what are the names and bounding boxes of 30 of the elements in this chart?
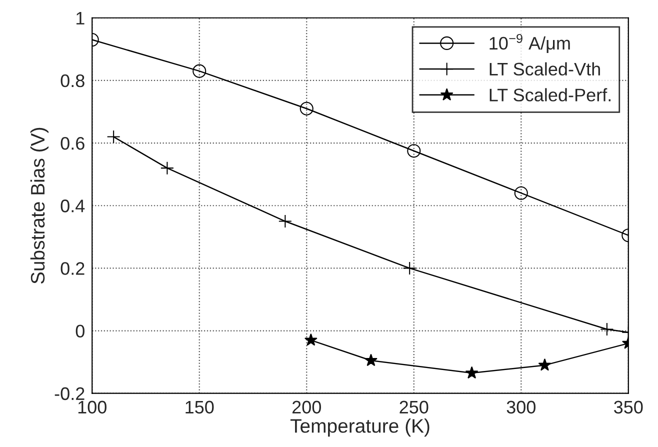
y-tick-label: 0	[76, 324, 84, 338]
y-tick-label: 0.6	[60, 136, 84, 150]
y-tick-label: -0.2	[54, 387, 84, 400]
point	[407, 144, 421, 158]
x-tick-label: 200	[292, 400, 321, 414]
x-tick-label: 300	[506, 400, 536, 414]
x-tick-label: 100	[78, 400, 106, 414]
point	[304, 333, 318, 346]
x-tick-label: 250	[400, 400, 428, 414]
y-tick-label: 0.4	[60, 200, 85, 212]
point	[538, 358, 552, 371]
y-axis-title: Substrate Bias (V)	[30, 128, 48, 284]
legend-label: LT Scaled-Perf.	[490, 88, 610, 102]
legend-label: 10$^{−9}$ A/μm	[490, 34, 570, 53]
x-tick-label: 350	[614, 400, 643, 414]
y-tick-label: 0.2	[60, 262, 84, 275]
x-tick-label: 150	[186, 400, 214, 414]
y-tick-label: 1	[76, 12, 84, 24]
y-tick-label: 0.8	[60, 74, 84, 88]
legend-label: LT Scaled-Vth	[490, 62, 600, 76]
point	[300, 102, 314, 116]
point	[278, 214, 292, 228]
point	[364, 354, 378, 366]
point	[514, 186, 528, 200]
point	[106, 130, 120, 144]
point	[160, 161, 174, 175]
x-axis-title: Temperature (K)	[290, 418, 430, 437]
point	[192, 64, 206, 78]
point	[402, 261, 416, 275]
point	[465, 366, 478, 379]
